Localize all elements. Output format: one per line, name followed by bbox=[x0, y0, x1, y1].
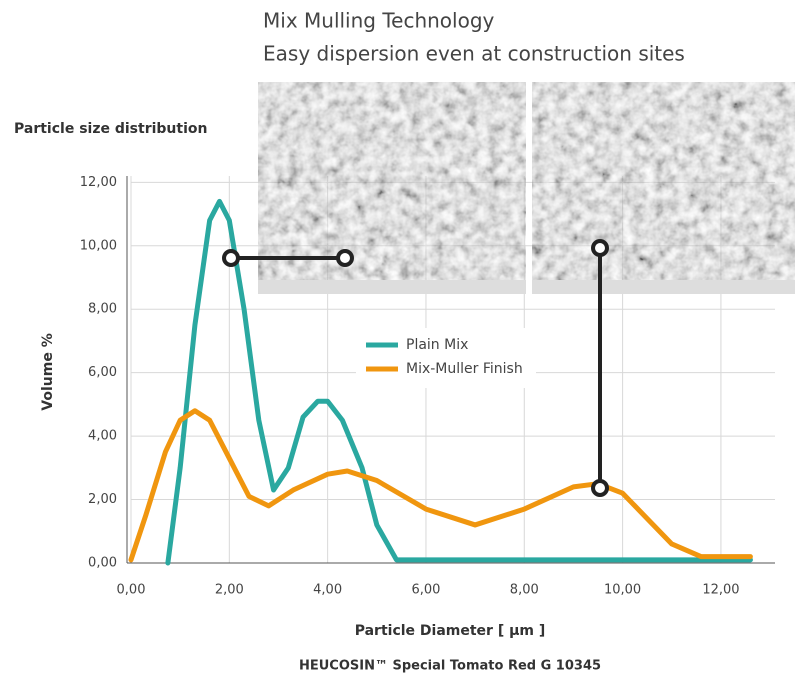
legend-label: Plain Mix bbox=[406, 337, 468, 353]
x-tick-label: 10,00 bbox=[604, 583, 641, 598]
y-tick-label: 12,00 bbox=[80, 175, 117, 190]
x-axis-label: Particle Diameter [ µm ] bbox=[355, 623, 546, 639]
micrograph-muller bbox=[532, 82, 795, 294]
legend: Plain Mix Mix-Muller Finish bbox=[356, 328, 536, 388]
caption: HEUCOSIN™ Special Tomato Red G 10345 bbox=[299, 659, 601, 674]
chart-label: Particle size distribution bbox=[14, 121, 207, 137]
series-line bbox=[165, 198, 753, 566]
x-tick-label: 2,00 bbox=[215, 583, 244, 598]
connector-dot bbox=[222, 249, 240, 267]
x-tick-label: 6,00 bbox=[411, 583, 440, 598]
y-tick-label: 4,00 bbox=[88, 429, 117, 444]
chart-title: Mix Mulling Technology bbox=[263, 9, 495, 33]
lines bbox=[128, 198, 753, 566]
micrograph-plain bbox=[258, 82, 526, 294]
x-tick-label: 0,00 bbox=[117, 583, 146, 598]
x-tick-label: 4,00 bbox=[313, 583, 342, 598]
connectors bbox=[222, 239, 609, 497]
connector-dot bbox=[591, 239, 609, 257]
x-tick-label: 8,00 bbox=[510, 583, 539, 598]
x-tick-label: 12,00 bbox=[702, 583, 739, 598]
y-tick-label: 2,00 bbox=[88, 492, 117, 507]
y-tick-label: 0,00 bbox=[88, 556, 117, 571]
y-tick-label: 6,00 bbox=[88, 365, 117, 380]
legend-box bbox=[356, 328, 536, 388]
connector-dot bbox=[336, 249, 354, 267]
y-axis-label: Volume % bbox=[40, 333, 56, 410]
series-line bbox=[128, 408, 753, 563]
legend-label: Mix-Muller Finish bbox=[406, 361, 523, 377]
scale-bar bbox=[532, 280, 795, 294]
scale-bar bbox=[258, 280, 526, 294]
y-tick-label: 10,00 bbox=[80, 238, 117, 253]
y-tick-label: 8,00 bbox=[88, 302, 117, 317]
chart-subtitle: Easy dispersion even at construction sit… bbox=[263, 42, 685, 66]
connector-dot bbox=[591, 479, 609, 497]
